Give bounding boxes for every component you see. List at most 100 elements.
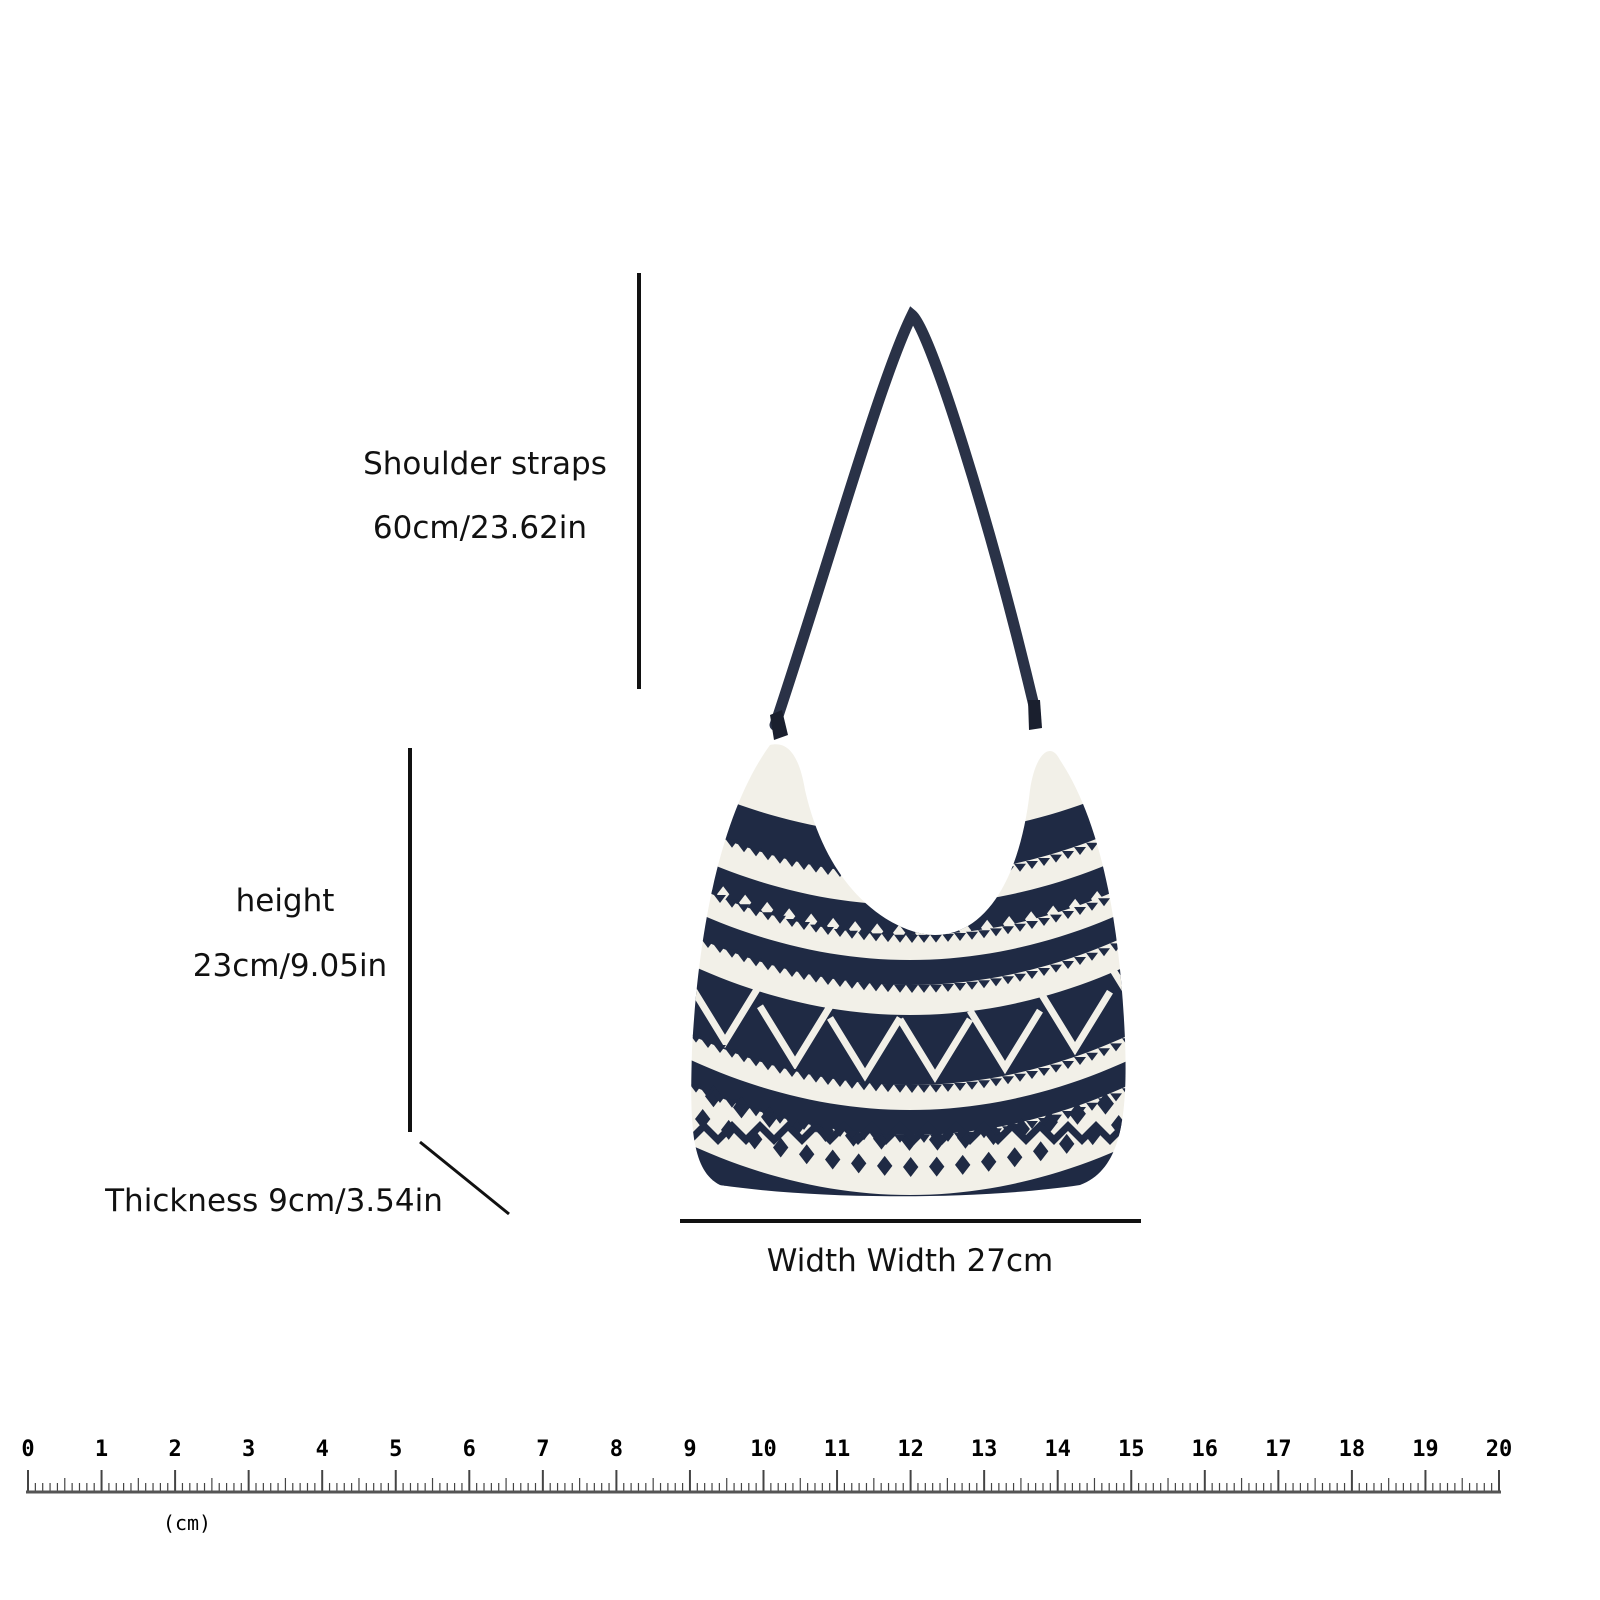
pattern-tooth: [762, 1112, 774, 1121]
pattern-tooth: [1074, 847, 1086, 856]
pattern-tooth: [1050, 964, 1062, 973]
pattern-tooth: [738, 904, 750, 913]
pattern-diamond: [761, 901, 774, 918]
pattern-tooth: [786, 969, 798, 978]
ruler-tick-label: 2: [168, 1437, 181, 1462]
ruler-unit-label: (cm): [163, 1511, 211, 1535]
pattern-zigzag: [897, 1017, 973, 1084]
pattern-tooth: [930, 1134, 942, 1143]
pattern-tooth: [786, 859, 798, 868]
ruler-tick-label: 8: [610, 1437, 623, 1462]
pattern-tooth: [918, 934, 930, 943]
pattern-tooth: [858, 1082, 870, 1091]
pattern-tooth: [714, 945, 726, 954]
pattern-zigzag: [967, 1008, 1043, 1075]
pattern-tooth: [726, 899, 738, 908]
pattern-tooth: [810, 924, 822, 933]
pattern-tooth: [990, 1128, 1002, 1137]
ruler-tick-label: 18: [1339, 1437, 1366, 1462]
pattern-tooth: [1038, 1067, 1050, 1076]
pattern-tooth: [1074, 907, 1086, 916]
pattern-tooth: [702, 940, 714, 949]
pattern-tooth: [1026, 1121, 1038, 1130]
pattern-tooth: [810, 1074, 822, 1083]
pattern-tooth: [906, 984, 918, 993]
pattern-tooth: [870, 1133, 882, 1142]
pattern-tooth: [1002, 976, 1014, 985]
pattern-tooth: [1062, 1110, 1074, 1119]
pattern-tooth: [846, 1130, 858, 1139]
strap-dimension-line: [637, 273, 641, 689]
pattern-diamond: [783, 908, 796, 925]
pattern-tooth: [1110, 1043, 1122, 1052]
pattern-tooth: [978, 980, 990, 989]
ruler-tick-label: 15: [1118, 1437, 1145, 1462]
pattern-band: [691, 960, 1126, 1085]
pattern-zigzag: [691, 982, 763, 1049]
pattern-diamond: [739, 894, 752, 911]
pattern-diamond: [877, 1155, 893, 1176]
pattern-tooth: [822, 926, 834, 935]
pattern-tooth: [882, 1134, 894, 1143]
strap-buckle-left: [770, 710, 788, 740]
pattern-tooth: [1050, 1064, 1062, 1073]
pattern-tooth: [1014, 923, 1026, 932]
strap-value: 60cm/23.62in: [372, 510, 588, 546]
pattern-tooth: [1038, 967, 1050, 976]
pattern-tooth: [1062, 910, 1074, 919]
pattern-tooth: [942, 933, 954, 942]
shoulder-strap: [769, 306, 1041, 731]
pattern-diamond: [773, 1137, 789, 1158]
pattern-tooth: [1050, 854, 1062, 863]
ruler-tick-label: 3: [242, 1437, 255, 1462]
pattern-tooth: [870, 933, 882, 942]
pattern-tooth: [1086, 952, 1098, 961]
pattern-tooth: [1098, 1048, 1110, 1057]
ruler-tick-label: 19: [1412, 1437, 1439, 1462]
ruler-tick-label: 12: [897, 1437, 924, 1462]
pattern-tooth: [858, 982, 870, 991]
pattern-tooth: [1014, 863, 1026, 872]
pattern-diamond: [871, 923, 884, 940]
pattern-tooth: [966, 931, 978, 940]
pattern-tooth: [978, 930, 990, 939]
pattern-tooth: [990, 928, 1002, 937]
pattern-tooth: [1074, 1107, 1086, 1116]
pattern-tooth: [738, 1054, 750, 1063]
pattern-tooth: [798, 921, 810, 930]
pattern-tooth: [870, 1083, 882, 1092]
pattern-tooth: [834, 1128, 846, 1137]
pattern-tooth: [810, 1124, 822, 1133]
pattern-tooth: [726, 839, 738, 848]
pattern-tooth: [990, 1078, 1002, 1087]
pattern-tooth: [1026, 1071, 1038, 1080]
pattern-tooth: [1002, 1126, 1014, 1135]
pattern-tooth: [966, 981, 978, 990]
pattern-tooth: [846, 930, 858, 939]
pattern-diamond: [851, 1153, 867, 1174]
pattern-tooth: [942, 1083, 954, 1092]
ruler-tick-label: 4: [316, 1437, 329, 1462]
pattern-tooth: [966, 1081, 978, 1090]
ruler-tick-label: 11: [824, 1437, 851, 1462]
pattern-diamond: [825, 1149, 841, 1170]
pattern-tooth: [822, 976, 834, 985]
pattern-tooth: [726, 949, 738, 958]
pattern-tooth: [1026, 861, 1038, 870]
ruler-tick-label: 5: [389, 1437, 402, 1462]
pattern-tooth: [1062, 1060, 1074, 1069]
pattern-tooth: [810, 974, 822, 983]
pattern-tooth: [1002, 1076, 1014, 1085]
pattern-tooth: [798, 971, 810, 980]
ruler-tick-label: 0: [21, 1437, 34, 1462]
pattern-tooth: [918, 1084, 930, 1093]
pattern-tooth: [1038, 917, 1050, 926]
ruler-tick-label: 13: [971, 1437, 998, 1462]
pattern-tooth: [1014, 1123, 1026, 1132]
pattern-diamond: [717, 886, 730, 903]
pattern-tooth: [1050, 914, 1062, 923]
pattern-tooth: [990, 978, 1002, 987]
pattern-tooth: [882, 934, 894, 943]
pattern-tooth: [738, 1104, 750, 1113]
